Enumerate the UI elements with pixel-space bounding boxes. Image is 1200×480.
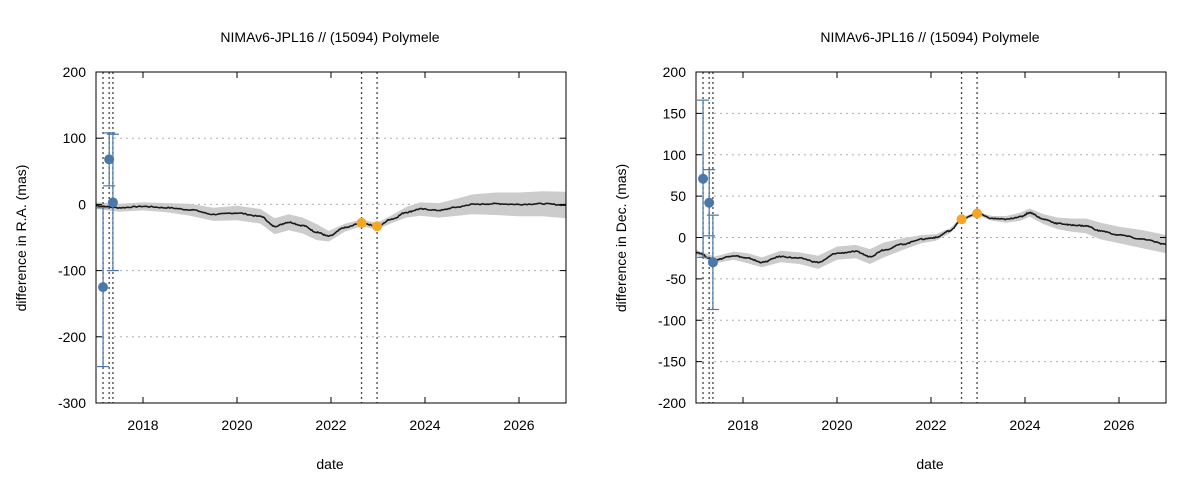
ra-blue-point — [98, 282, 109, 293]
dec-blue-point — [707, 257, 718, 268]
dec-y-tick-label: 0 — [678, 230, 686, 246]
dec-orange-point — [956, 214, 967, 225]
dec-x-axis-label: date — [916, 456, 943, 472]
ra-orange-point — [356, 217, 367, 228]
dec-y-tick-label: 50 — [670, 188, 686, 204]
ra-model-line — [96, 202, 567, 238]
ra-x-tick-label: 2026 — [503, 417, 534, 433]
dec-blue-point — [698, 173, 709, 184]
dec-blue-point — [704, 197, 715, 208]
dec-y-tick-label: 200 — [663, 64, 687, 80]
ra-x-axis-label: date — [316, 456, 343, 472]
ra-y-tick-label: -300 — [58, 395, 86, 411]
ra-x-tick-label: 2018 — [127, 417, 158, 433]
ra-blue-point — [104, 154, 115, 165]
dec-x-tick-label: 2018 — [727, 417, 758, 433]
ra-chart-title: NIMAv6-JPL16 // (15094) Polymele — [220, 29, 439, 45]
ra-x-tick-label: 2020 — [221, 417, 252, 433]
ra-axes — [95, 71, 567, 404]
dec-observation-points — [697, 99, 983, 311]
ra-band-area — [96, 191, 566, 242]
ra-observation-markers — [102, 72, 378, 403]
ra-observation-points — [97, 132, 383, 368]
ra-y-axis-label: difference in R.A. (mas) — [13, 165, 29, 312]
dec-x-tick-label: 2026 — [1103, 417, 1134, 433]
ra-x-tick-label: 2022 — [315, 417, 346, 433]
ra-y-tick-label: -100 — [58, 263, 86, 279]
dec-model-line — [695, 211, 1166, 264]
dec-y-tick-label: 150 — [663, 105, 687, 121]
dec-y-tick-label: 100 — [663, 147, 687, 163]
ra-orange-point — [372, 221, 383, 232]
dec-y-tick-label: -150 — [658, 354, 686, 370]
ra-tick-labels: -300 -200 -100 0 100 200 2018 2020 2022 2024 2026 — [58, 64, 535, 433]
ra-blue-point — [107, 197, 118, 208]
dec-axes — [695, 71, 1167, 404]
ra-model-curve — [96, 202, 567, 238]
ra-x-tick-label: 2024 — [409, 417, 440, 433]
ra-y-tick-label: 0 — [78, 196, 86, 212]
dec-y-tick-label: -200 — [658, 395, 686, 411]
ra-y-tick-label: 200 — [63, 64, 87, 80]
dec-model-curve — [695, 211, 1166, 264]
ra-y-tick-label: 100 — [63, 130, 87, 146]
ra-uncertainty-band — [96, 191, 566, 242]
ra-y-tick-label: -200 — [58, 329, 86, 345]
dec-orange-point — [972, 208, 983, 219]
ra-chart: NIMAv6-JPL16 // (15094) Polymele date di… — [13, 29, 567, 472]
dec-y-tick-label: -100 — [658, 312, 686, 328]
dec-y-tick-label: -50 — [666, 271, 686, 287]
dec-tick-labels: -200 -150 -100 -50 0 50 100 150 200 2018 2020 2022 2… — [658, 64, 1135, 433]
dec-chart-title: NIMAv6-JPL16 // (15094) Polymele — [820, 29, 1039, 45]
dec-chart: NIMAv6-JPL16 // (15094) Polymele date di… — [613, 29, 1167, 472]
dec-x-tick-label: 2024 — [1009, 417, 1040, 433]
dec-y-axis-label: difference in Dec. (mas) — [613, 164, 629, 312]
dec-x-tick-label: 2022 — [915, 417, 946, 433]
dec-x-tick-label: 2020 — [821, 417, 852, 433]
